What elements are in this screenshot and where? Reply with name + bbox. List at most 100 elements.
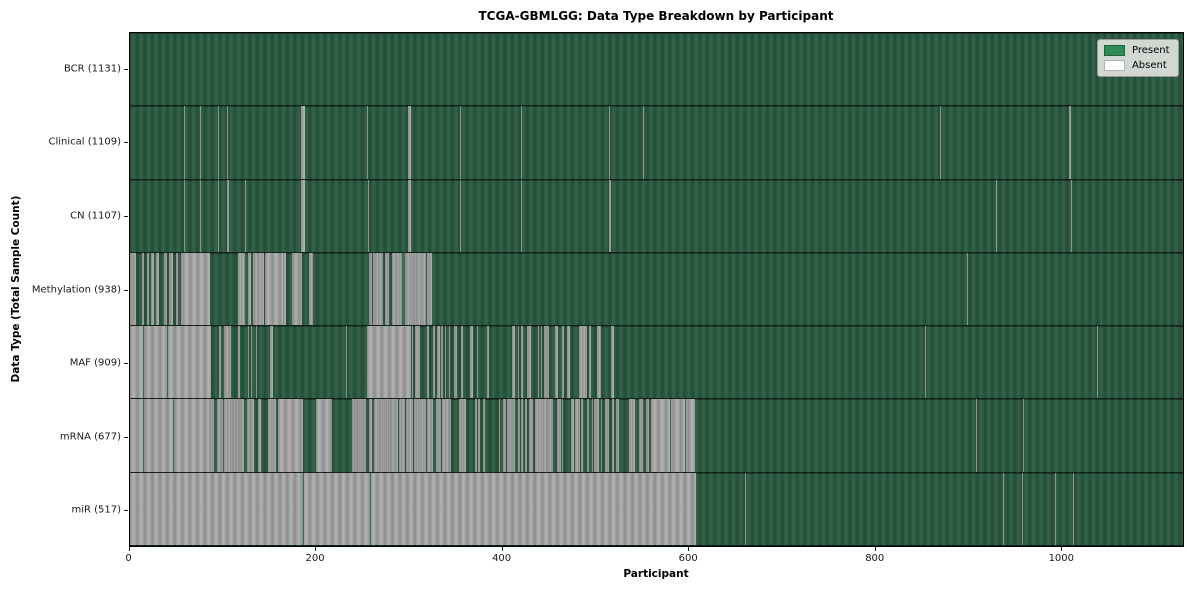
xtick-mark [501,547,503,551]
absent-segment [374,399,378,472]
absent-segment [579,326,582,399]
absent-segment [513,399,515,472]
absent-segment [272,399,276,472]
absent-segment [601,399,603,472]
absent-segment [414,252,417,326]
absent-segment [361,399,364,472]
absent-segment [1073,399,1075,472]
absent-segment [538,399,541,472]
absent-segment [477,399,481,472]
absent-segment [405,252,406,326]
absent-segment [483,399,486,472]
absent-segment [227,399,231,472]
absent-segment [545,326,547,399]
absent-segment [257,252,261,326]
absent-segment [709,399,711,472]
absent-segment [235,399,239,472]
absent-segment [384,252,388,326]
legend-item-present: Present [1103,45,1170,56]
absent-segment [445,399,448,472]
absent-segment [408,252,411,326]
absent-segment [234,399,236,472]
absent-segment [435,399,438,472]
absent-segment [581,399,583,472]
absent-segment [445,326,447,399]
present-ovl-segment [143,399,145,472]
absent-segment [277,399,279,472]
absent-segment [180,252,183,326]
absent-segment [650,399,695,472]
absent-segment [543,326,546,399]
heatmap-row-cn [129,179,1183,253]
absent-segment [249,399,252,472]
absent-segment [647,399,649,472]
absent-segment [924,326,926,399]
absent-segment [368,399,372,472]
absent-segment [311,252,313,326]
absent-segment [546,399,548,472]
absent-segment [551,399,553,472]
absent-segment [640,399,644,472]
absent-segment [528,399,531,472]
absent-segment [253,252,255,326]
y-axis-tick-labels: BCR (1131) Clinical (1109) CN (1107) Methyl… [0,32,121,547]
absent-segment [208,399,210,472]
absent-segment [587,399,590,472]
absent-segment [441,326,443,399]
absent-segment [442,399,446,472]
absent-segment [345,326,348,399]
absent-segment [460,106,461,179]
absent-segment [244,179,246,252]
absent-segment [527,326,528,399]
absent-segment [429,252,433,326]
absent-segment [257,399,261,472]
absent-segment [558,399,562,472]
absent-segment [605,399,608,472]
absent-segment [509,399,512,472]
absent-segment [567,326,570,399]
absent-segment [427,326,430,399]
absent-segment [394,399,398,472]
absent-segment [592,399,594,472]
absent-segment [424,252,426,326]
ytick-mark [124,363,128,365]
absent-segment [369,252,373,326]
absent-segment [263,252,265,326]
absent-segment [129,326,212,399]
absent-segment [556,399,559,472]
legend-absent-label: Absent [1131,60,1167,71]
absent-segment [366,106,368,179]
chart-title: TCGA-GBMLGG: Data Type Breakdown by Part… [478,9,834,23]
absent-segment [517,326,519,399]
absent-segment [424,399,427,472]
heatmap-row-maf [129,326,1183,400]
absent-segment [600,399,602,472]
absent-segment [418,326,420,399]
absent-segment [401,399,405,472]
absent-segment [407,179,411,252]
absent-segment [610,326,614,399]
xtick-mark [874,547,876,551]
absent-segment [406,252,409,326]
absent-segment [366,326,411,399]
absent-segment [264,252,284,326]
x-axis-label: Participant [623,568,689,580]
absent-segment [511,399,513,472]
absent-segment [589,326,592,399]
absent-segment [442,326,444,399]
absent-segment [460,179,461,252]
absent-segment [1070,179,1072,252]
absent-segment [309,252,312,326]
absent-segment [578,399,581,472]
absent-segment [546,326,550,399]
absent-segment [417,252,420,326]
absent-segment [548,399,552,472]
absent-segment [170,252,174,326]
absent-segment [416,399,419,472]
absent-segment [395,252,399,326]
present-ovl-segment [166,326,168,399]
legend-item-absent: Absent [1103,60,1170,71]
plot-area: Present Absent [128,32,1184,547]
absent-segment [387,252,390,326]
absent-segment [1096,326,1098,399]
